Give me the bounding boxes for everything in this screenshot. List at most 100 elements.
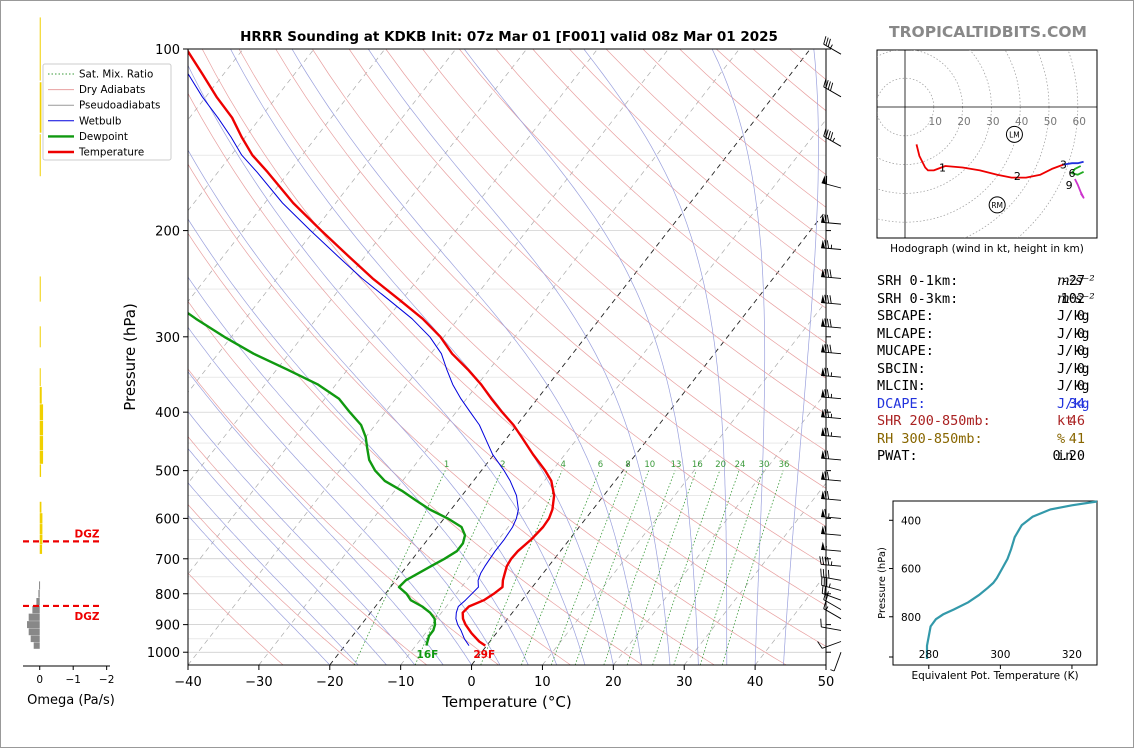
barb-flag (822, 585, 823, 593)
barb-flag (826, 38, 828, 46)
index-label: SRH 0-1km: (877, 273, 958, 291)
wind-barb (821, 569, 841, 581)
barb-flag (830, 132, 832, 140)
x-tick-label: 40 (747, 675, 764, 690)
hodograph-height-label: 1 (939, 161, 946, 174)
wind-barb (821, 526, 841, 536)
hodograph-height-label: 2 (1014, 170, 1021, 183)
barb-flag (827, 428, 828, 436)
wind-barb (821, 427, 841, 437)
index-unit: J/kg (1057, 308, 1090, 326)
barb-flag (828, 131, 830, 139)
index-label: SBCAPE: (877, 308, 934, 326)
dgz-label: DGZ (75, 611, 100, 623)
mixing-ratio-line (627, 471, 696, 665)
isotherm-line (259, 49, 739, 665)
omega-tick-label: 0 (36, 674, 43, 686)
index-unit: J/kg (1057, 343, 1090, 361)
barb-pennant (821, 491, 825, 499)
barb-flag (821, 569, 822, 577)
legend-entry: Dewpoint (79, 131, 128, 143)
wind-barb (821, 368, 841, 378)
wind-barb (820, 556, 841, 566)
omega-bar (27, 621, 40, 628)
index-unit: kt (1057, 413, 1073, 431)
hodograph-ring-label: 40 (1015, 116, 1028, 128)
barb-flag (827, 215, 828, 223)
pseudoadiabat (138, 49, 556, 665)
barb-flag (827, 472, 828, 480)
y-tick-label: 300 (155, 331, 180, 346)
barb-pennant (821, 471, 825, 479)
omega-bar (40, 82, 42, 132)
mixing-ratio-line (722, 471, 783, 665)
theta-e-x-tick-label: 320 (1062, 649, 1082, 661)
omega-bar (29, 614, 40, 621)
barb-pennant (821, 295, 825, 303)
x-tick-label: −30 (245, 675, 272, 690)
omega-bar (40, 368, 41, 386)
wind-barb (821, 344, 841, 354)
index-unit: % (1057, 431, 1065, 449)
omega-bar (38, 590, 39, 598)
omega-bar (40, 326, 41, 347)
wind-barb (822, 175, 841, 188)
surface-temperature-label: 29F (473, 649, 495, 661)
index-label: SRH 0-3km: (877, 291, 958, 309)
x-tick-label: 50 (818, 675, 835, 690)
y-tick-label: 100 (155, 43, 180, 58)
theta-e-x-label: Equivalent Pot. Temperature (K) (911, 670, 1078, 682)
index-label: PWAT: (877, 448, 918, 466)
barb-pennant (821, 509, 825, 517)
omega-bar (39, 581, 40, 589)
index-unit: in (1057, 448, 1073, 466)
y-tick-label: 600 (155, 512, 180, 527)
barb-pennant (822, 175, 826, 184)
mixing-ratio-line (575, 471, 649, 665)
hodograph-ring-label: 50 (1044, 116, 1057, 128)
x-tick-label: 0 (467, 675, 475, 690)
omega-bar (40, 535, 43, 545)
barb-flag (830, 83, 832, 91)
x-tick-label: −40 (174, 675, 201, 690)
mixing-ratio-line (354, 471, 445, 665)
hodograph-frame (877, 50, 1097, 238)
barb-pennant (821, 427, 825, 435)
hodograph-ring-label: 60 (1073, 116, 1086, 128)
omega-bar (40, 134, 41, 176)
barb-flag (827, 344, 828, 352)
mixing-ratio-label: 16 (692, 460, 703, 470)
omega-bar (40, 436, 43, 450)
hodograph-height-label: 9 (1066, 179, 1073, 192)
x-tick-label: −20 (316, 675, 343, 690)
x-axis-label: Temperature (°C) (441, 693, 571, 711)
barb-pennant (821, 389, 825, 397)
x-tick-label: −10 (387, 675, 414, 690)
pseudoadiabat (584, 49, 727, 665)
dgz-label: DGZ (75, 528, 100, 540)
theta-e-y-label: Pressure (hPa) (877, 547, 888, 619)
barb-shaft (822, 585, 841, 590)
barb-shaft (822, 593, 841, 600)
omega-x-label: Omega (Pa/s) (27, 693, 115, 708)
wind-barb (821, 509, 841, 519)
index-label: MUCAPE: (877, 343, 934, 361)
skewt-axes: 1002003004005006007008009001000−40−30−20… (147, 43, 834, 690)
barb-shaft (821, 458, 841, 460)
barb-shaft (821, 222, 841, 224)
barb-flag (827, 491, 828, 499)
theta-e-x-tick-label: 280 (919, 649, 939, 661)
omega-bar (40, 464, 41, 477)
index-label: MLCAPE: (877, 326, 934, 344)
barb-pennant (821, 318, 825, 326)
index-unit: m²s⁻² (1057, 291, 1095, 309)
mixing-ratio-label: 8 (625, 460, 630, 470)
theta-e-y-tick-label: 400 (901, 515, 921, 527)
omega-bar (31, 635, 40, 642)
legend-entry: Sat. Mix. Ratio (79, 69, 153, 81)
mixing-ratio-label: 20 (715, 460, 726, 470)
